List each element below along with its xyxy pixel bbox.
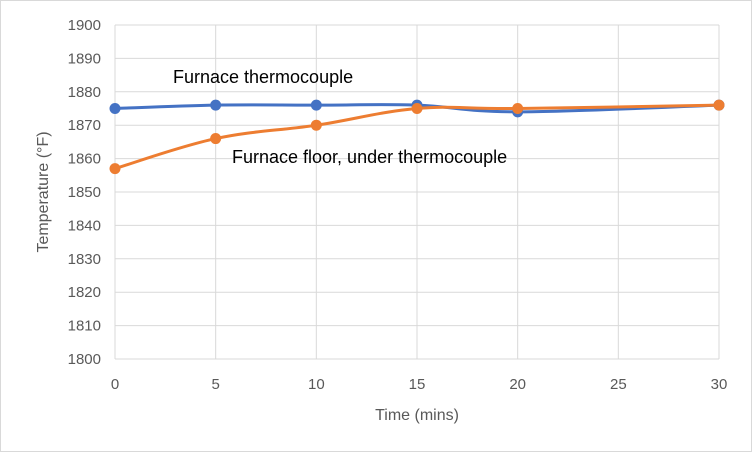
data-point-furnace-floor xyxy=(411,103,423,114)
y-axis-title: Temperature (°F) xyxy=(35,131,52,252)
x-tick-label: 0 xyxy=(111,376,119,393)
data-point-furnace-floor xyxy=(512,103,524,114)
data-point-furnace-thermocouple xyxy=(310,99,322,111)
data-point-furnace-thermocouple xyxy=(109,103,121,114)
x-axis-title: Time (mins) xyxy=(375,407,459,424)
axes: 1800 1810 1820 1830 1840 1850 1860 1870 1880 1890… xyxy=(68,17,728,393)
labels: Time (mins) Temperature (°F) Furnace the… xyxy=(35,67,507,424)
series-layer xyxy=(109,99,725,175)
series-label-furnace-thermocouple: Furnace thermocouple xyxy=(173,67,353,87)
data-point-furnace-floor xyxy=(210,133,222,145)
data-point-furnace-thermocouple xyxy=(210,99,222,111)
x-tick-label: 25 xyxy=(610,376,627,393)
data-point-furnace-floor xyxy=(310,119,322,131)
x-tick-label: 20 xyxy=(509,376,526,393)
x-tick-label: 5 xyxy=(211,376,219,393)
y-tick-label: 1810 xyxy=(68,318,101,335)
y-tick-label: 1860 xyxy=(68,151,101,168)
y-tick-label: 1800 xyxy=(68,351,101,368)
x-tick-label: 30 xyxy=(711,376,728,393)
y-tick-label: 1850 xyxy=(68,184,101,201)
data-point-furnace-floor xyxy=(713,99,725,111)
series-label-furnace-floor: Furnace floor, under thermocouple xyxy=(232,147,507,167)
y-tick-label: 1870 xyxy=(68,117,101,134)
y-tick-label: 1820 xyxy=(68,284,101,301)
data-point-furnace-floor xyxy=(109,163,121,175)
y-tick-label: 1840 xyxy=(68,217,101,234)
y-tick-label: 1890 xyxy=(68,50,101,67)
y-tick-label: 1900 xyxy=(68,17,101,34)
y-tick-label: 1880 xyxy=(68,84,101,101)
x-tick-label: 10 xyxy=(308,376,325,393)
y-tick-label: 1830 xyxy=(68,251,101,268)
x-tick-label: 15 xyxy=(409,376,426,393)
gridlines xyxy=(114,24,720,360)
